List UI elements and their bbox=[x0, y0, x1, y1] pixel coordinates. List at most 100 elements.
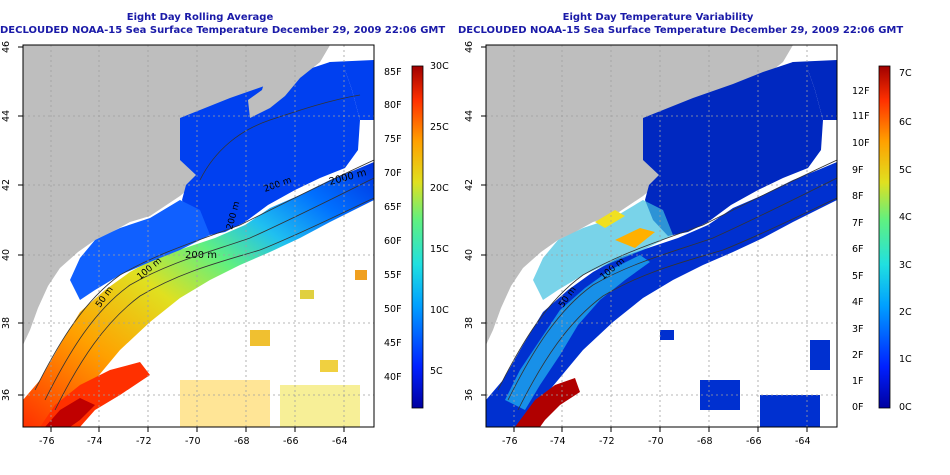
left-cbar-c: 5C bbox=[430, 366, 443, 377]
left-contours bbox=[34, 94, 374, 411]
right-map-frame bbox=[485, 44, 838, 428]
right-hot-spot bbox=[515, 378, 580, 427]
right-cbar-f: 2F bbox=[852, 350, 864, 361]
right-grid bbox=[486, 45, 837, 427]
left-title-line2: DECLOUDED NOAA-15 Sea Surface Temperatur… bbox=[0, 25, 446, 36]
left-cbar-f: 75F bbox=[384, 134, 402, 145]
right-xtick: -74 bbox=[550, 436, 566, 447]
left-cbar-c: 20C bbox=[430, 183, 449, 194]
right-xtick: -70 bbox=[648, 436, 664, 447]
left-cbar-c: 10C bbox=[430, 305, 449, 316]
right-contours bbox=[497, 159, 837, 411]
left-title: Eight Day Rolling Average DECLOUDED NOAA… bbox=[0, 11, 446, 37]
right-ytick: 36 bbox=[464, 388, 476, 402]
left-cbar-f: 40F bbox=[384, 372, 402, 383]
right-colorbar bbox=[878, 65, 891, 409]
left-contour-label-200: 200 m bbox=[185, 250, 217, 261]
right-title-line2: DECLOUDED NOAA-15 Sea Surface Temperatur… bbox=[458, 25, 904, 36]
left-xtick: -76 bbox=[39, 436, 55, 447]
left-grid bbox=[23, 45, 374, 427]
right-gulf bbox=[643, 62, 823, 236]
right-cbar-f: 5F bbox=[852, 271, 864, 282]
left-xtick: -64 bbox=[332, 436, 348, 447]
left-xtick: -70 bbox=[185, 436, 201, 447]
right-cbar-f: 12F bbox=[852, 86, 870, 97]
right-xtick: -76 bbox=[502, 436, 518, 447]
right-cbar-c: 7C bbox=[899, 68, 912, 79]
right-warm-patch bbox=[615, 228, 655, 248]
right-cbar-c: 1C bbox=[899, 354, 912, 365]
left-cbar-f: 60F bbox=[384, 236, 402, 247]
right-title: Eight Day Temperature Variability DECLOU… bbox=[458, 11, 904, 37]
left-cbar-c: 25C bbox=[430, 122, 449, 133]
right-nova-water bbox=[763, 60, 837, 120]
right-ytick: 40 bbox=[464, 248, 476, 262]
right-cbar-c: 4C bbox=[899, 212, 912, 223]
right-cbar-c: 3C bbox=[899, 260, 912, 271]
left-warm-water bbox=[23, 162, 374, 427]
left-axis-ticks bbox=[18, 46, 345, 432]
right-xtick: -72 bbox=[599, 436, 615, 447]
right-xtick: -64 bbox=[795, 436, 811, 447]
left-ytick: 40 bbox=[1, 248, 13, 262]
left-map-frame bbox=[22, 44, 375, 428]
left-ytick: 44 bbox=[1, 109, 13, 123]
right-coastal bbox=[533, 200, 673, 300]
right-ytick: 42 bbox=[464, 178, 476, 192]
left-title-line1: Eight Day Rolling Average bbox=[126, 12, 274, 23]
left-cbar-f: 50F bbox=[384, 304, 402, 315]
right-map: 50 m 100 m bbox=[486, 45, 837, 427]
left-xtick: -72 bbox=[136, 436, 152, 447]
left-cbar-f: 80F bbox=[384, 100, 402, 111]
right-cbar-f: 7F bbox=[852, 218, 864, 229]
right-cbar-f: 0F bbox=[852, 402, 864, 413]
left-xtick: -66 bbox=[283, 436, 299, 447]
left-xtick: -74 bbox=[87, 436, 103, 447]
right-cbar-f: 1F bbox=[852, 376, 864, 387]
right-xtick: -68 bbox=[697, 436, 713, 447]
right-cbar-f: 10F bbox=[852, 138, 870, 149]
left-nova-water bbox=[300, 60, 374, 120]
right-warm-patch-2 bbox=[595, 210, 625, 228]
left-nova-scotia bbox=[248, 45, 330, 118]
left-scatter bbox=[180, 270, 367, 427]
right-cbar-c: 5C bbox=[899, 165, 912, 176]
left-cbar-f: 55F bbox=[384, 270, 402, 281]
right-ytick: 46 bbox=[464, 40, 476, 54]
left-ytick: 46 bbox=[1, 40, 13, 54]
right-xtick: -66 bbox=[746, 436, 762, 447]
right-shelf bbox=[505, 255, 650, 410]
right-cbar-f: 3F bbox=[852, 324, 864, 335]
right-cbar-f: 4F bbox=[852, 297, 864, 308]
right-cbar-c: 2C bbox=[899, 307, 912, 318]
right-cbar-f: 6F bbox=[852, 244, 864, 255]
left-ytick: 38 bbox=[1, 316, 13, 330]
right-cbar-c: 6C bbox=[899, 117, 912, 128]
left-cbar-f: 85F bbox=[384, 67, 402, 78]
left-cbar-c: 30C bbox=[430, 61, 449, 72]
left-coastal-cold bbox=[70, 200, 210, 300]
right-land bbox=[486, 45, 793, 345]
left-ytick: 36 bbox=[1, 388, 13, 402]
left-hot-spot-core bbox=[45, 398, 95, 427]
right-cbar-f: 8F bbox=[852, 191, 864, 202]
right-cbar-c: 0C bbox=[899, 402, 912, 413]
left-map: 50 m 100 m 200 m 2000 m 200 m 200 m bbox=[23, 45, 374, 427]
right-water bbox=[486, 162, 837, 427]
right-title-line1: Eight Day Temperature Variability bbox=[562, 12, 754, 23]
left-land bbox=[23, 45, 330, 345]
right-axis-ticks bbox=[481, 46, 808, 432]
left-colorbar bbox=[411, 65, 424, 409]
right-cbar-f: 11F bbox=[852, 111, 870, 122]
left-ytick: 42 bbox=[1, 178, 13, 192]
left-cbar-f: 70F bbox=[384, 168, 402, 179]
right-cbar-f: 9F bbox=[852, 165, 864, 176]
left-cbar-f: 65F bbox=[384, 202, 402, 213]
right-ytick: 44 bbox=[464, 109, 476, 123]
right-scatter bbox=[660, 330, 830, 427]
left-cbar-c: 15C bbox=[430, 244, 449, 255]
left-cbar-f: 45F bbox=[384, 338, 402, 349]
right-ytick: 38 bbox=[464, 316, 476, 330]
left-xtick: -68 bbox=[234, 436, 250, 447]
